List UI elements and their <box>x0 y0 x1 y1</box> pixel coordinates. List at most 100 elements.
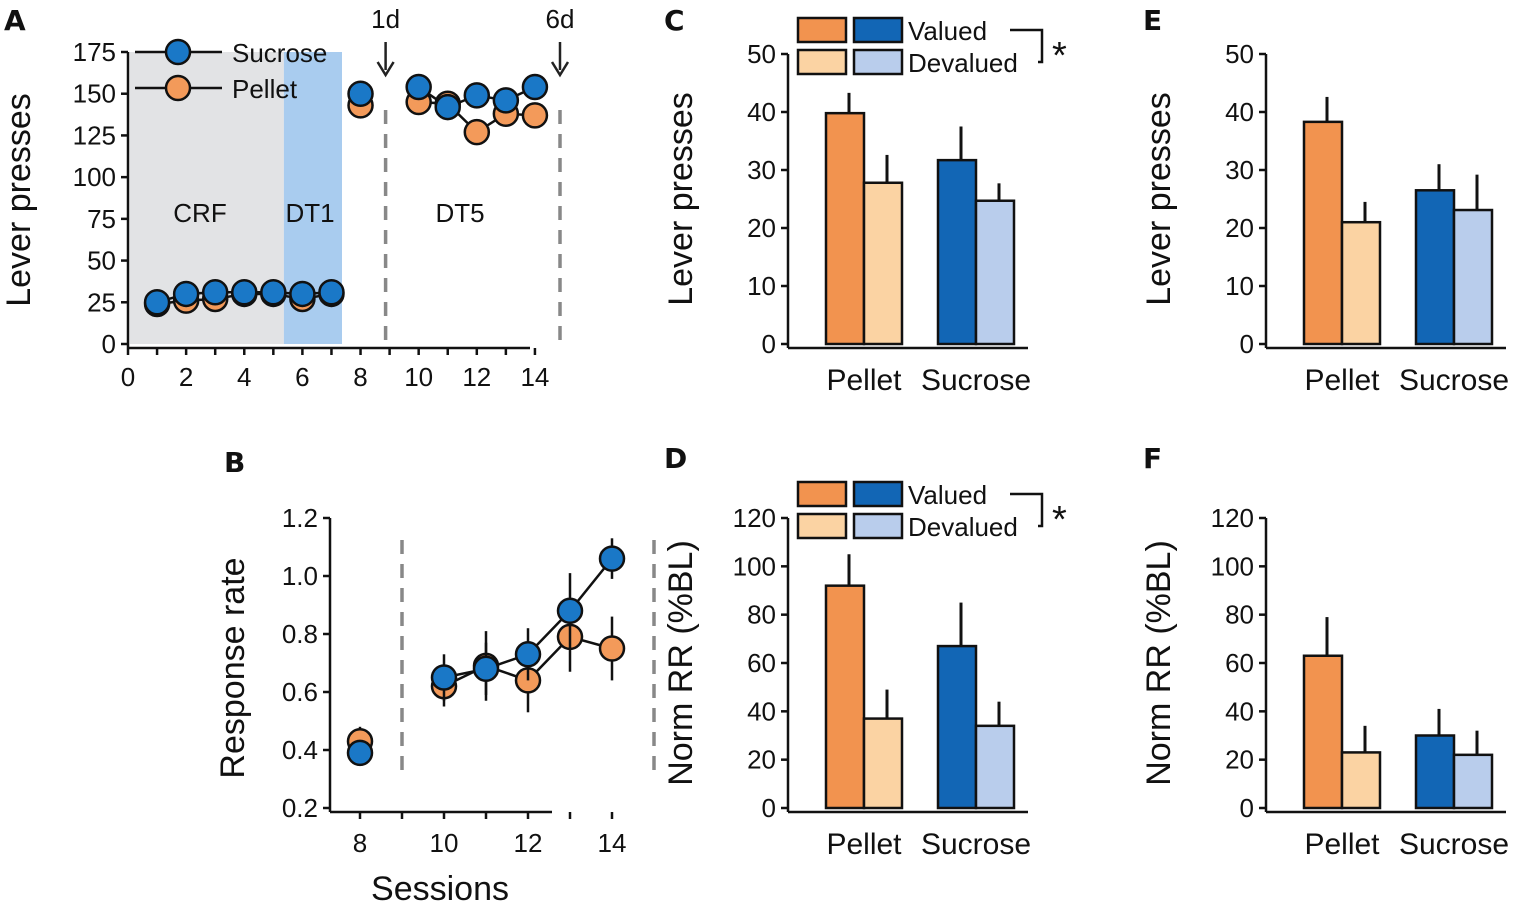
data-point-sucrose <box>405 73 432 101</box>
bar-sucrose-valued <box>1414 734 1456 810</box>
category-label-sucrose: Sucrose <box>1399 828 1509 861</box>
y-tick-label: 30 <box>1225 155 1254 185</box>
panel-label-f: F <box>1143 442 1162 475</box>
panel-a-chart: 1d 6d 0 25 50 75 100 125 150 175 0 2 4 6 8 10 12 14 Lever … <box>0 4 574 392</box>
data-point-sucrose <box>318 279 345 306</box>
legend-label-valued: Valued <box>908 16 987 46</box>
y-tick-label: 0 <box>1240 329 1254 359</box>
data-point-pellet <box>598 635 626 662</box>
bar-pellet-valued <box>824 111 866 346</box>
legend-swatch-pellet-devalued <box>796 48 848 76</box>
bar-pellet-valued <box>824 584 866 810</box>
data-point-sucrose <box>231 279 258 306</box>
x-tick-label: 0 <box>121 362 135 392</box>
data-point-sucrose <box>556 597 584 625</box>
data-point-sucrose <box>430 664 458 691</box>
panel-b-chart: 0.2 0.4 0.6 0.8 1.0 1.2 8 10 12 14 Response rate Se… <box>214 503 656 907</box>
legend-label-pellet: Pellet <box>232 74 298 104</box>
x-tick-label: 14 <box>598 828 627 858</box>
y-tick-label: 20 <box>1225 745 1254 775</box>
data-point-sucrose <box>260 279 287 306</box>
y-tick-label: 40 <box>747 97 776 127</box>
y-tick-label: 175 <box>73 37 116 67</box>
bar-sucrose-devalued <box>1452 753 1494 810</box>
legend-marker-sucrose <box>164 38 192 66</box>
x-tick-label: 14 <box>520 362 549 392</box>
y-tick-label: 50 <box>747 39 776 69</box>
bar-pellet-valued <box>1302 654 1344 810</box>
panel-label-c: C <box>664 4 685 37</box>
legend-label-sucrose: Sucrose <box>232 38 327 68</box>
x-tick-label: 6 <box>295 362 309 392</box>
panel-label-e: E <box>1143 4 1162 37</box>
y-axis-title: Lever presses <box>662 92 700 306</box>
panel-label-b: B <box>224 446 245 479</box>
significance-star: * <box>1052 35 1067 77</box>
arrow-head-6d <box>550 61 570 78</box>
y-axis-title: Norm RR (%BL) <box>662 540 700 786</box>
marker-label-1d: 1d <box>371 4 400 34</box>
x-tick-label: 8 <box>353 362 367 392</box>
y-tick-label: 20 <box>747 213 776 243</box>
y-tick-label: 120 <box>733 503 776 533</box>
y-tick-label: 0.4 <box>282 735 318 765</box>
category-label-pellet: Pellet <box>826 364 902 397</box>
data-point-sucrose <box>521 73 549 101</box>
significance-bracket <box>1010 492 1044 528</box>
significance-star: * <box>1052 499 1067 541</box>
legend-label-valued: Valued <box>908 480 987 510</box>
y-tick-label: 75 <box>87 204 116 234</box>
legend-swatch-pellet-valued <box>796 16 848 44</box>
legend-swatch-sucrose-valued <box>852 480 904 508</box>
data-point-sucrose <box>346 739 374 767</box>
y-tick-label: 20 <box>1225 213 1254 243</box>
panel-e-chart: 0 10 20 30 40 50 Lever presses Pellet Sucrose <box>1140 39 1509 397</box>
bar-sucrose-valued <box>1414 189 1456 346</box>
data-point-sucrose <box>434 93 461 121</box>
y-tick-label: 40 <box>747 696 776 726</box>
y-tick-label: 125 <box>73 120 116 150</box>
x-tick-label: 4 <box>237 362 251 392</box>
data-point-sucrose <box>143 289 171 316</box>
category-label-sucrose: Sucrose <box>921 828 1031 861</box>
data-point-sucrose <box>472 655 500 683</box>
panel-label-a: A <box>4 4 26 37</box>
legend-label-devalued: Devalued <box>908 512 1018 542</box>
x-tick-label: 12 <box>514 828 543 858</box>
y-tick-label: 0 <box>762 793 776 823</box>
category-label-pellet: Pellet <box>1304 364 1380 397</box>
bar-pellet-devalued <box>1340 220 1382 346</box>
y-tick-label: 30 <box>747 155 776 185</box>
phase-label-dt1: DT1 <box>285 198 334 228</box>
x-axis-title: Sessions <box>371 870 509 907</box>
y-tick-label: 80 <box>747 600 776 630</box>
legend-label-devalued: Devalued <box>908 48 1018 78</box>
bar-pellet-devalued <box>862 181 904 346</box>
category-label-pellet: Pellet <box>826 828 902 861</box>
bar-sucrose-devalued <box>974 724 1016 810</box>
legend-swatch-sucrose-devalued <box>852 512 904 540</box>
data-point-sucrose <box>598 545 626 572</box>
category-label-sucrose: Sucrose <box>1399 364 1509 397</box>
bar-pellet-devalued <box>1340 751 1382 810</box>
y-tick-label: 0.2 <box>282 793 318 823</box>
y-axis-title: Lever presses <box>0 93 38 307</box>
x-tick-label: 12 <box>462 362 491 392</box>
x-tick-label: 10 <box>430 828 459 858</box>
y-tick-label: 10 <box>747 271 776 301</box>
y-tick-label: 10 <box>1225 271 1254 301</box>
x-tick-label: 2 <box>179 362 193 392</box>
y-axis-title: Norm RR (%BL) <box>1140 540 1178 786</box>
y-tick-label: 40 <box>1225 97 1254 127</box>
phase-label-crf: CRF <box>173 198 226 228</box>
y-tick-label: 80 <box>1225 600 1254 630</box>
y-tick-label: 60 <box>1225 648 1254 678</box>
marker-label-6d: 6d <box>546 4 575 34</box>
y-tick-label: 60 <box>747 648 776 678</box>
y-tick-label: 20 <box>747 745 776 775</box>
y-tick-label: 0.6 <box>282 677 318 707</box>
bar-sucrose-valued <box>936 644 978 810</box>
y-tick-label: 50 <box>1225 39 1254 69</box>
data-point-sucrose <box>172 280 200 308</box>
